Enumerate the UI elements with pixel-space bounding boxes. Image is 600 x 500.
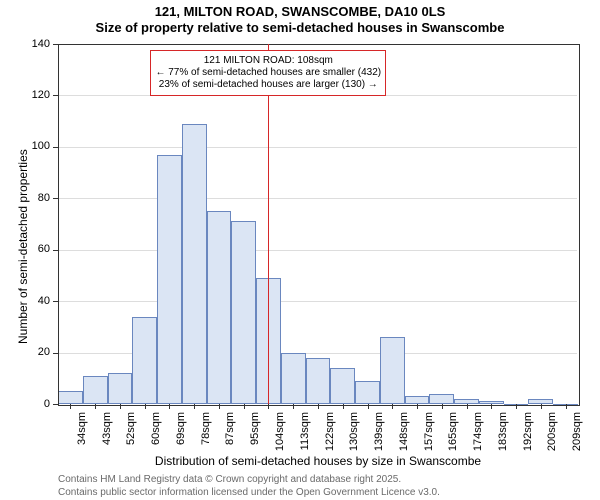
x-tick-label: 113sqm — [299, 412, 311, 462]
annotation-box: 121 MILTON ROAD: 108sqm← 77% of semi-det… — [150, 50, 386, 96]
attribution-line-1: Contains HM Land Registry data © Crown c… — [58, 474, 440, 487]
x-tick-label: 139sqm — [373, 412, 385, 462]
x-tick-label: 130sqm — [348, 412, 360, 462]
annotation-line-3: 23% of semi-detached houses are larger (… — [155, 79, 381, 91]
y-tick-label: 120 — [22, 89, 50, 101]
x-tick-label: 104sqm — [274, 412, 286, 462]
plot-area — [58, 44, 580, 406]
x-tick-label: 60sqm — [150, 412, 162, 462]
y-tick-label: 60 — [22, 243, 50, 255]
x-tick-label: 157sqm — [423, 412, 435, 462]
reference-line — [268, 44, 269, 404]
x-tick-label: 174sqm — [472, 412, 484, 462]
x-tick-label: 87sqm — [224, 412, 236, 462]
x-tick-label: 192sqm — [522, 412, 534, 462]
x-tick-label: 183sqm — [497, 412, 509, 462]
x-tick-label: 148sqm — [398, 412, 410, 462]
x-tick-label: 209sqm — [571, 412, 583, 462]
y-tick-label: 140 — [22, 38, 50, 50]
y-tick-label: 20 — [22, 346, 50, 358]
x-tick-label: 122sqm — [324, 412, 336, 462]
chart-area: Number of semi-detached properties Distr… — [0, 0, 600, 500]
x-tick-label: 34sqm — [76, 412, 88, 462]
y-tick-label: 0 — [22, 398, 50, 410]
x-tick-label: 52sqm — [125, 412, 137, 462]
annotation-line-1: 121 MILTON ROAD: 108sqm — [155, 55, 381, 67]
x-tick-label: 78sqm — [200, 412, 212, 462]
x-tick-label: 200sqm — [546, 412, 558, 462]
attribution-line-2: Contains public sector information licen… — [58, 487, 440, 500]
y-tick-label: 80 — [22, 192, 50, 204]
y-tick-label: 100 — [22, 140, 50, 152]
x-tick-label: 165sqm — [447, 412, 459, 462]
x-tick-label: 95sqm — [249, 412, 261, 462]
x-tick-label: 43sqm — [101, 412, 113, 462]
y-tick-label: 40 — [22, 295, 50, 307]
x-tick-label: 69sqm — [175, 412, 187, 462]
annotation-line-2: ← 77% of semi-detached houses are smalle… — [155, 67, 381, 79]
attribution: Contains HM Land Registry data © Crown c… — [58, 474, 440, 499]
